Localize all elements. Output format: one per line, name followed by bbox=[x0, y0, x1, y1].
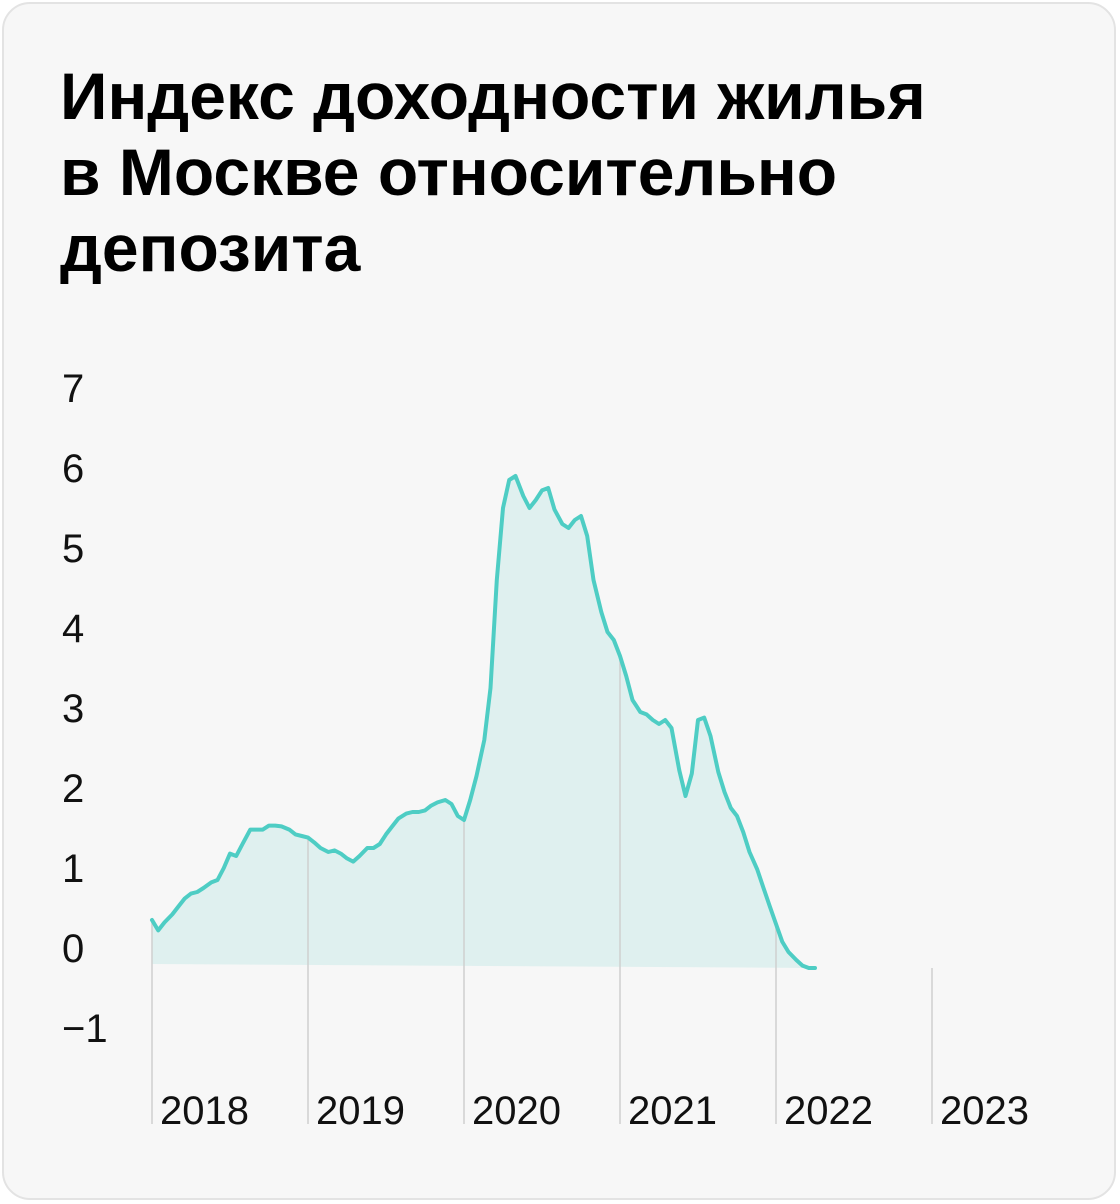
series-line-positive bbox=[150, 474, 817, 970]
chart-title: Индекс доходности жилья в Москве относит… bbox=[60, 58, 1060, 286]
y-tick-label: 2 bbox=[62, 767, 84, 811]
y-tick-label: 5 bbox=[62, 527, 84, 571]
title-line-1: Индекс доходности жилья bbox=[60, 59, 926, 133]
x-tick-label: 2019 bbox=[316, 1089, 405, 1133]
positive-area-fill bbox=[152, 476, 815, 968]
y-tick-label: 0 bbox=[62, 927, 84, 971]
y-tick-label: −1 bbox=[62, 1007, 108, 1051]
y-axis-ticks: 7 6 5 4 3 2 1 0 −1 bbox=[62, 367, 108, 1051]
x-tick-label: 2022 bbox=[784, 1089, 873, 1133]
y-tick-label: 1 bbox=[62, 847, 84, 891]
year-gridlines bbox=[151, 656, 933, 1124]
x-tick-label: 2021 bbox=[628, 1089, 717, 1133]
x-tick-label: 2023 bbox=[940, 1089, 1029, 1133]
series-line-layer bbox=[150, 474, 817, 970]
x-tick-label: 2020 bbox=[472, 1089, 561, 1133]
x-axis-ticks: 2018 2019 2020 2021 2022 2023 bbox=[160, 1089, 1029, 1133]
y-tick-label: 4 bbox=[62, 607, 84, 651]
title-line-2: в Москве относительно bbox=[60, 135, 838, 209]
title-line-3: депозита bbox=[60, 211, 361, 285]
y-tick-label: 6 bbox=[62, 447, 84, 491]
y-tick-label: 7 bbox=[62, 367, 84, 411]
y-tick-label: 3 bbox=[62, 687, 84, 731]
x-tick-label: 2018 bbox=[160, 1089, 249, 1133]
area-layer bbox=[152, 476, 815, 968]
